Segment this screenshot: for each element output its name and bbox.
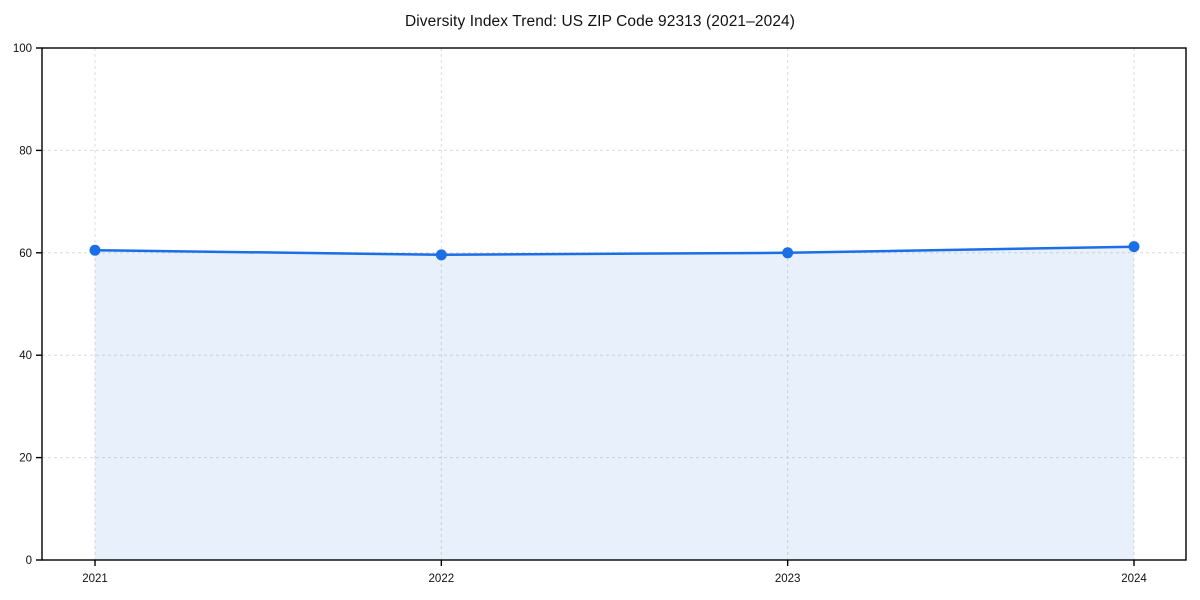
data-point-2023	[782, 247, 794, 259]
area-fill	[95, 246, 1134, 560]
plot-border	[41, 47, 1187, 561]
x-axis-tick-label: 2024	[1121, 573, 1147, 585]
y-axis-tick-label: 80	[19, 145, 32, 157]
data-point-2022	[435, 249, 447, 261]
x-axis-tick-label: 2021	[82, 573, 108, 585]
y-axis-tick-label: 100	[13, 43, 32, 55]
x-axis-tick-label: 2023	[775, 573, 801, 585]
data-point-2021	[89, 244, 101, 256]
y-axis-tick-label: 40	[19, 350, 32, 362]
y-axis-tick-label: 20	[19, 453, 32, 465]
chart-title: Diversity Index Trend: US ZIP Code 92313…	[404, 13, 796, 30]
y-axis-tick-label: 0	[26, 555, 32, 567]
y-axis-tick-label: 60	[19, 248, 32, 260]
data-point-2024	[1128, 241, 1140, 253]
trend-line	[93, 245, 1136, 257]
x-axis-tick-label: 2022	[429, 573, 455, 585]
